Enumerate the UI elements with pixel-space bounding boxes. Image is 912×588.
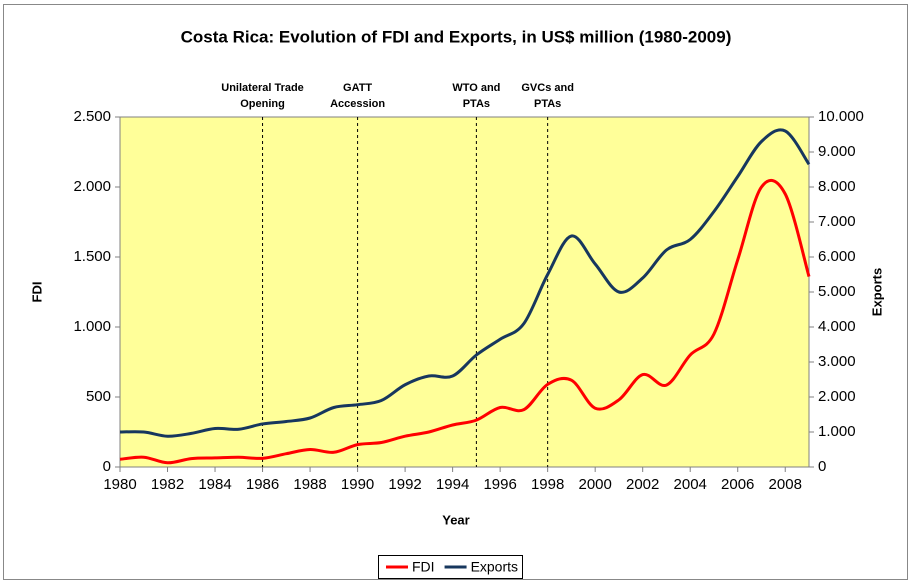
annotation-label: Accession [330,98,385,110]
x-tick-label: 2002 [626,476,659,493]
y-tick-label: 1.000 [73,318,111,335]
x-tick-label: 1984 [198,476,231,493]
x-tick-label: 1988 [293,476,326,493]
x-tick-label: 2008 [769,476,802,493]
x-axis-label: Year [442,512,469,527]
y-tick-label: 2.000 [73,178,111,195]
y2-tick-label: 9.000 [818,143,856,160]
legend-label: FDI [412,559,435,575]
y2-tick-label: 10.000 [818,108,864,125]
y-tick-label: 500 [86,388,111,405]
y2-tick-label: 5.000 [818,283,856,300]
y2-tick-label: 7.000 [818,213,856,230]
y2-tick-label: 2.000 [818,388,856,405]
x-tick-label: 1998 [531,476,564,493]
y-tick-label: 1.500 [73,248,111,265]
y2-tick-label: 1.000 [818,423,856,440]
annotation-label: GVCs and [521,82,574,94]
series-line [119,128,811,438]
y-tick-label: 2.500 [73,108,111,125]
y2-tick-label: 3.000 [818,353,856,370]
legend: FDI Exports [378,555,523,579]
annotation-label: WTO and [452,82,500,94]
y2-tick-label: 8.000 [818,178,856,195]
x-tick-label: 2000 [578,476,611,493]
y-tick-label: 0 [103,458,111,475]
x-tick-label: 1992 [388,476,421,493]
y2-tick-label: 0 [818,458,826,475]
x-tick-label: 1980 [103,476,136,493]
legend-label: Exports [471,559,518,575]
annotation-label: PTAs [534,98,561,110]
chart-title: Costa Rica: Evolution of FDI and Exports… [181,27,732,46]
annotation-label: GATT [343,82,372,94]
x-tick-label: 2004 [674,476,707,493]
x-tick-label: 1986 [246,476,279,493]
x-tick-label: 2006 [721,476,754,493]
x-tick-label: 1994 [436,476,469,493]
y2-axis-label: Exports [869,268,884,316]
y2-tick-label: 4.000 [818,318,856,335]
x-tick-label: 1990 [341,476,374,493]
x-tick-label: 1982 [151,476,184,493]
plot-area [119,116,810,468]
annotation-label: PTAs [463,98,490,110]
y-axis-label: FDI [29,282,44,303]
y2-tick-label: 6.000 [818,248,856,265]
x-tick-label: 1996 [483,476,516,493]
annotation-label: Opening [240,98,285,110]
annotation-label: Unilateral Trade [221,82,304,94]
series-line [119,178,811,465]
